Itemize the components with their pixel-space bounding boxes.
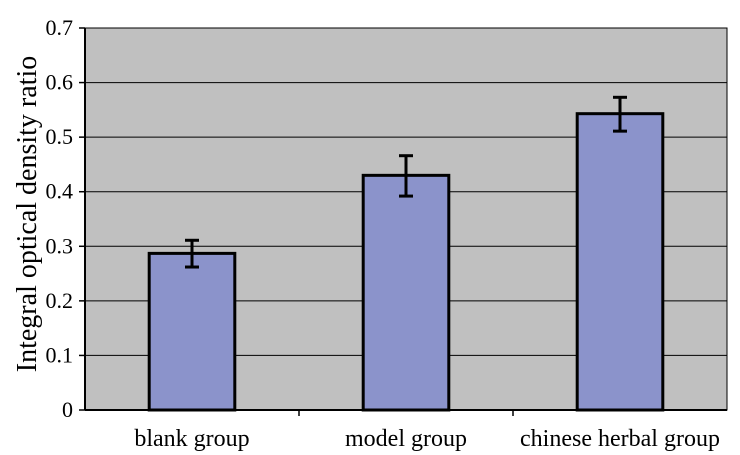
bar (147, 251, 237, 412)
y-tick-label: 0.4 (46, 179, 74, 204)
y-tick-label: 0.1 (46, 342, 74, 367)
y-tick-labels: 0 0.1 0.2 0.3 0.4 0.5 0.6 0.7 (46, 15, 74, 422)
x-category-label: model group (345, 426, 467, 452)
bar (361, 173, 451, 412)
bar (575, 112, 665, 412)
y-tick-label: 0.6 (46, 70, 74, 95)
axes (79, 27, 727, 416)
x-category-labels: blank group model group chinese herbal gro… (134, 426, 720, 452)
y-tick-label: 0.7 (46, 15, 74, 40)
y-tick-label: 0.5 (46, 124, 74, 149)
y-axis-title: Integral optical density ratio (12, 56, 43, 372)
y-tick-label: 0 (62, 397, 73, 422)
y-tick-label: 0.3 (46, 233, 74, 258)
y-tick-label: 0.2 (46, 288, 74, 313)
error-bars (185, 95, 627, 269)
x-category-label: blank group (134, 426, 249, 452)
bars (147, 112, 665, 412)
x-category-label: chinese herbal group (520, 426, 720, 452)
